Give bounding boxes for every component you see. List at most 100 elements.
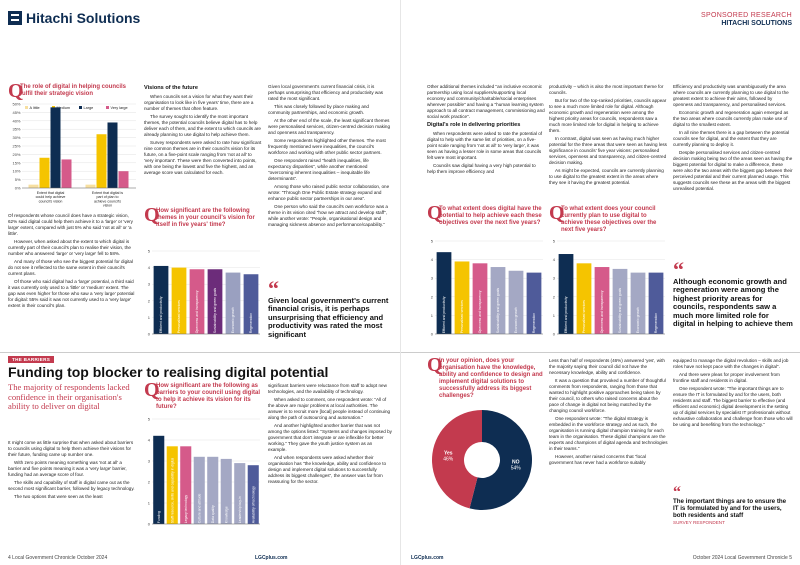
paragraph: Less than half of respondents (46%) answ… bbox=[549, 358, 665, 375]
y-tick-label: 45% bbox=[12, 110, 20, 115]
paragraph: Efficiency and productivity was unambigu… bbox=[673, 84, 789, 107]
y-tick-label: 0 bbox=[148, 332, 151, 337]
y-tick-label: 1 bbox=[553, 313, 556, 318]
brand-name: Hitachi Solutions bbox=[26, 10, 141, 26]
paragraph: And many of those who see the biggest po… bbox=[8, 259, 134, 276]
y-tick-label: 35% bbox=[12, 127, 20, 132]
y-tick-label: 0 bbox=[553, 332, 556, 337]
paragraph: But for two of the top-ranked priorities… bbox=[549, 98, 667, 133]
bar bbox=[166, 446, 178, 524]
legend-label: A little bbox=[30, 106, 40, 110]
chart5-question: Q How significant are the following as b… bbox=[144, 380, 262, 411]
barriers-col1-text: It might come as little surprise that wh… bbox=[8, 440, 136, 502]
paragraph: In all nine themes there is a gap betwee… bbox=[673, 130, 790, 147]
y-tick-label: 20% bbox=[12, 152, 20, 157]
sponsor-label: SPONSORED RESEARCH HITACHI SOLUTIONS bbox=[701, 12, 792, 28]
bar-category-label: Personalised services bbox=[582, 300, 586, 333]
bar bbox=[612, 268, 628, 334]
bar-category-label: Efficient and productivity bbox=[159, 296, 163, 333]
chart5-title: How significant are the following as bar… bbox=[156, 383, 261, 410]
chart3: 0 1 2 3 4 5 Efficient and productivity Personal… bbox=[427, 238, 545, 336]
bar bbox=[28, 184, 39, 188]
question-mark-icon: Q bbox=[144, 204, 160, 226]
x-tick-label-line: council's vision bbox=[39, 199, 63, 203]
left-col1-text: Of respondents whose council does have a… bbox=[8, 213, 136, 311]
right-bottom-col2-text: Less than half of respondents (46%) answ… bbox=[549, 358, 669, 468]
bar-category-label: Culture and attitude bbox=[197, 493, 201, 523]
bar-category-label: Efficient and productivity bbox=[442, 296, 446, 333]
chart3-question: Q To what extent does digital have the p… bbox=[427, 202, 545, 227]
x-tick-label-line: could help achieve bbox=[36, 195, 66, 199]
bar bbox=[490, 267, 506, 334]
y-tick-label: 1 bbox=[431, 313, 434, 318]
paragraph: The survey sought to identify the most i… bbox=[144, 113, 261, 137]
legend-label: Medium bbox=[57, 106, 71, 110]
paragraph: significant barriers were reluctance fro… bbox=[268, 383, 387, 394]
chart4-svg: 0 1 2 3 4 5 Efficient and productivity Personal… bbox=[553, 239, 665, 337]
paragraph: Some respondents highlighted other theme… bbox=[268, 138, 386, 155]
paragraph: productivity – which is also the most im… bbox=[549, 84, 664, 95]
pie-value-label: 46% bbox=[443, 457, 454, 463]
chart6: NO 54% Yes 46% bbox=[427, 405, 537, 515]
y-tick-label: 4 bbox=[148, 265, 151, 270]
legend-label: Very large bbox=[111, 106, 128, 110]
y-tick-label: 2 bbox=[148, 480, 151, 485]
paragraph: Among those who raised public sector col… bbox=[268, 184, 390, 201]
right-col3-text: Efficiency and productivity was unambigu… bbox=[673, 84, 793, 194]
bar bbox=[180, 446, 192, 524]
y-tick-label: 0% bbox=[15, 186, 21, 191]
bar bbox=[220, 458, 232, 524]
bar-category-label: Regeneration bbox=[532, 313, 536, 333]
chart1-svg: 0% 5% 10% 15% 20% 25% 30% 35% 40% 45% 50% A little M… bbox=[12, 102, 136, 208]
bar bbox=[171, 267, 187, 334]
y-tick-label: 3 bbox=[148, 459, 151, 464]
section-divider bbox=[0, 352, 400, 353]
barriers-col3-text: significant barriers were reluctance fro… bbox=[268, 383, 392, 487]
pie-category-label: Yes bbox=[444, 451, 453, 457]
chart2: 0 1 2 3 4 5 Efficient and productivity Personal… bbox=[144, 248, 262, 336]
bar-category-label: Personalised services bbox=[460, 300, 464, 333]
paragraph: One respondent wrote: "The important thi… bbox=[673, 386, 793, 427]
y-tick-label: 1 bbox=[148, 501, 151, 506]
paragraph: It was a question that provoked a number… bbox=[549, 378, 666, 413]
paragraph: Given local government's current financi… bbox=[268, 84, 384, 101]
legend-swatch bbox=[25, 106, 28, 109]
paragraph: One respondent raised "health inequaliti… bbox=[268, 158, 370, 181]
paragraph: One person who said the council's own wo… bbox=[268, 204, 388, 227]
bar-category-label: Sustainability and green goals bbox=[618, 288, 622, 334]
brand-header: Hitachi Solutions bbox=[8, 10, 140, 26]
section-title: Funding top blocker to realising digital… bbox=[8, 364, 329, 380]
question-mark-icon: Q bbox=[549, 202, 565, 224]
paragraph: Councils saw digital having a very high … bbox=[427, 162, 536, 174]
bar-category-label: Openness and transparency bbox=[195, 290, 199, 333]
paragraph: The skills and capability of staff in di… bbox=[8, 480, 135, 491]
y-tick-label: 3 bbox=[553, 276, 556, 281]
paragraph: In contrast, digital was seen as having … bbox=[549, 136, 667, 165]
pull-quote-text: Given local government's current financi… bbox=[268, 296, 389, 339]
right-pull-quote-2: “ The important things are to ensure the… bbox=[673, 485, 793, 526]
bar bbox=[648, 272, 664, 334]
question-mark-icon: Q bbox=[427, 202, 443, 224]
bar-category-label: Availability of technology bbox=[251, 486, 255, 523]
bar bbox=[594, 267, 610, 334]
section-heading: Visions of the future bbox=[144, 85, 198, 91]
chart2-title: How significant are the following themes… bbox=[156, 208, 255, 228]
y-tick-label: 4 bbox=[431, 257, 434, 262]
paragraph: Economic growth and regeneration again e… bbox=[673, 110, 789, 127]
x-tick-label: Extent that digital is part of plan to ach… bbox=[92, 191, 123, 208]
site-url[interactable]: LGCplus.com bbox=[411, 555, 444, 561]
paragraph: One respondent wrote: "The digital strat… bbox=[549, 416, 668, 451]
right-col2-text: productivity – which is also the most im… bbox=[549, 84, 667, 188]
paragraph: However, when asked about the extent to … bbox=[8, 239, 131, 256]
y-tick-label: 40% bbox=[12, 118, 20, 123]
bar-category-label: Economic growth bbox=[514, 307, 518, 333]
bar bbox=[630, 272, 646, 334]
chart1-title: The role of digital in helping councils … bbox=[20, 84, 127, 97]
paragraph: equipped to manage the digital revolutio… bbox=[673, 358, 789, 369]
left-col2-text: Visions of the future When councils set … bbox=[144, 84, 262, 178]
paragraph: The two options that were seen as the le… bbox=[14, 494, 103, 499]
site-url[interactable]: LGCplus.com bbox=[255, 555, 288, 561]
left-page: Hitachi Solutions Q The role of digital … bbox=[0, 10, 400, 561]
